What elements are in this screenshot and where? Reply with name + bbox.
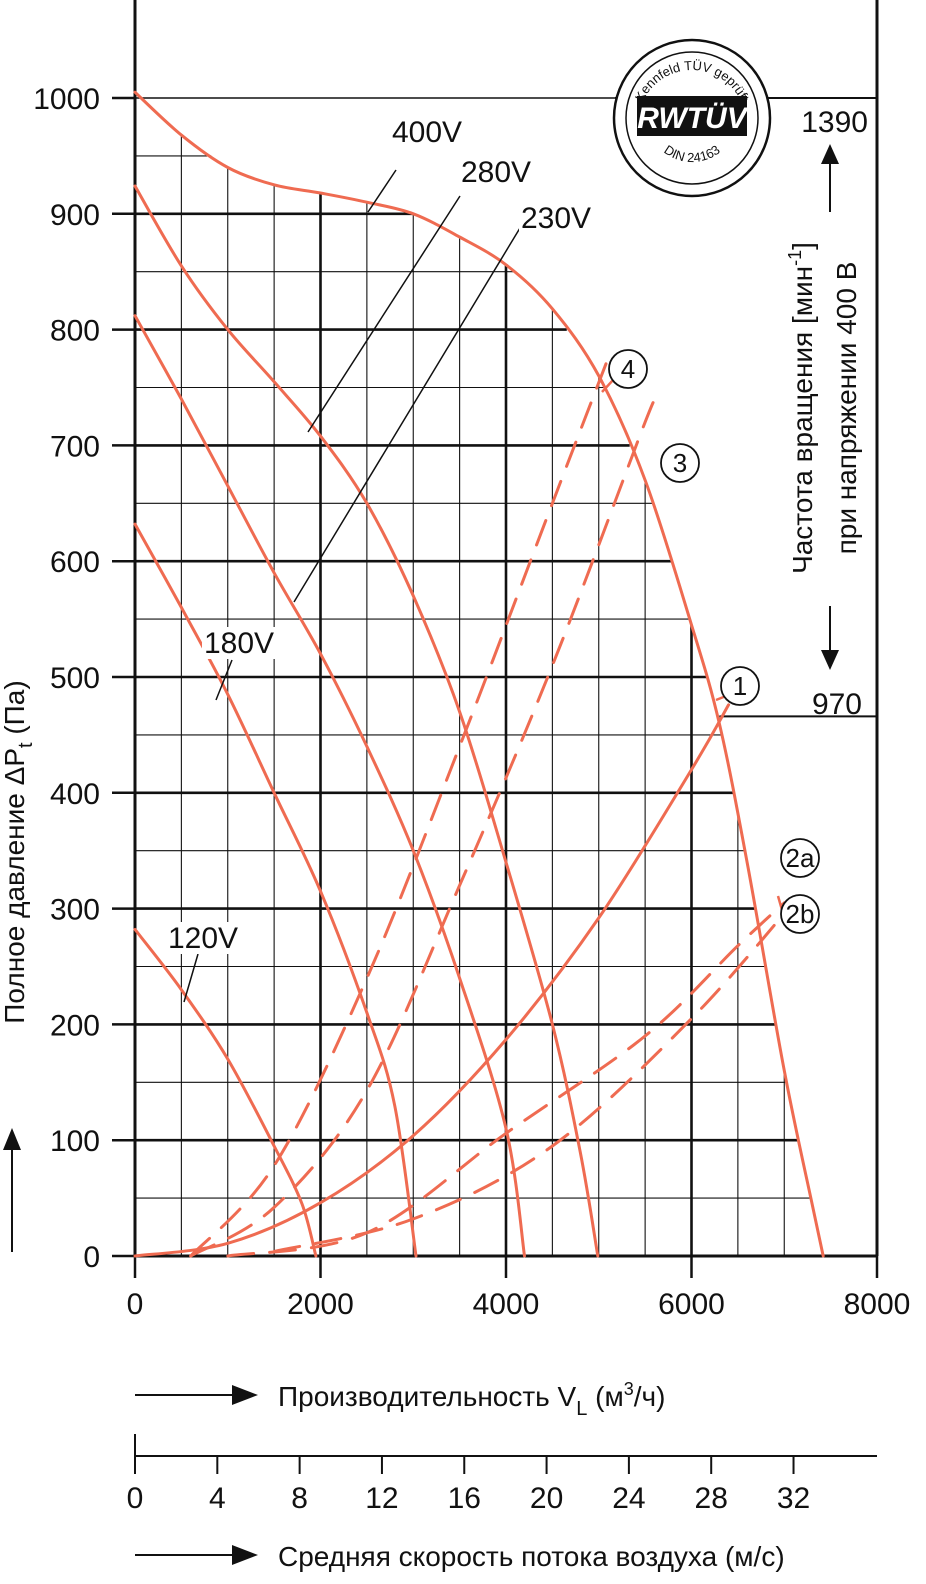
curve-400v: [133, 90, 825, 1258]
badge-bottom-text: DIN 24163: [661, 142, 722, 165]
leader-230v: [293, 227, 521, 603]
leader-400v: [367, 169, 397, 213]
velocity-tick-label: 16: [448, 1482, 481, 1515]
label-bg-280v: [459, 156, 537, 188]
velocity-tick-label: 4: [209, 1482, 226, 1515]
y-tick-label: 200: [50, 1009, 100, 1042]
curve-2b: [226, 901, 786, 1258]
circle-label-2a: 2a: [786, 843, 815, 873]
y-axis-arrow-head: [3, 1128, 21, 1150]
curve-3: [189, 396, 658, 1258]
velocity-tick-label: 28: [695, 1482, 728, 1515]
y-tick-label: 900: [50, 199, 100, 232]
badge-brand-box: [637, 96, 747, 136]
label-leader-lines: [183, 169, 788, 1003]
velocity-tick-label: 32: [777, 1482, 810, 1515]
x-axis-arrow-head: [232, 1385, 258, 1405]
speed-top-value: 1390: [801, 106, 868, 139]
x-tick-labels: 0 2000 4000 6000 8000: [127, 1256, 911, 1321]
curve-label-230v: 230V: [521, 202, 591, 235]
y-tick-label: 500: [50, 662, 100, 695]
velocity-tick-label: 0: [127, 1482, 144, 1515]
velocity-tick-label: 24: [612, 1482, 645, 1515]
rwtuv-badge: Kennfeld TÜV geprüft RWTÜV DIN 24163: [612, 38, 772, 198]
curve-4: [189, 357, 610, 1258]
velocity-axis-title: Средняя скорость потока воздуха (м/с): [278, 1541, 785, 1572]
y-tick-label: 700: [50, 430, 100, 463]
curve-280v: [133, 184, 600, 1258]
circle-label-3: 3: [673, 448, 687, 478]
badge-inner-ring: [625, 51, 759, 185]
curve-labels: 400V 280V 230V 180V 120V 4 3 1 2a 2b: [166, 116, 820, 955]
velocity-tick-label: 8: [291, 1482, 308, 1515]
y-tick-label: 600: [50, 546, 100, 579]
x-tick-label: 2000: [287, 1288, 354, 1321]
circle-marker-2a: [780, 838, 820, 878]
leader-280v: [307, 195, 461, 433]
speed-axis-label-line1: Частота вращения [мин-1]: [785, 242, 818, 574]
badge-brand: RWTÜV: [637, 102, 749, 135]
x-tick-label: 6000: [658, 1288, 725, 1321]
label-bg-120v: [166, 922, 244, 954]
y-tick-label: 100: [50, 1125, 100, 1158]
circle-marker-4: [608, 349, 648, 389]
speed-arrow-down-head: [821, 650, 839, 670]
y-tick-label: 800: [50, 315, 100, 348]
y-tick-label: 400: [50, 778, 100, 811]
speed-bottom-value: 970: [812, 688, 862, 721]
velocity-axis-arrow-head: [232, 1545, 258, 1565]
circle-label-1: 1: [733, 671, 747, 701]
leader-120v: [183, 953, 199, 1003]
curve-120v: [133, 927, 318, 1258]
curve-1: [133, 703, 731, 1258]
y-tick-labels: 0 100 200 300 400 500 600 700 800 900 1000: [33, 83, 135, 1274]
speed-axis-label-line2: при напряжении 400 В: [831, 262, 862, 555]
curve-2a: [272, 895, 800, 1253]
curve-label-180v: 180V: [204, 627, 274, 660]
curve-230v: [133, 314, 526, 1258]
y-tick-label: 0: [83, 1241, 100, 1274]
velocity-tick-label: 12: [365, 1482, 398, 1515]
minor-grid: [135, 135, 811, 1256]
velocity-tick-label: 20: [530, 1482, 563, 1515]
circle-marker-3: [660, 443, 700, 483]
speed-arrow-up-head: [821, 144, 839, 164]
x-axis-title: Производительность VL (м3/ч): [278, 1379, 665, 1420]
label-bg-230v: [519, 202, 597, 234]
circle-label-4: 4: [621, 354, 635, 384]
circle-label-2b: 2b: [786, 899, 815, 929]
curve-label-280v: 280V: [461, 156, 531, 189]
leader-180v: [215, 659, 233, 701]
circle-marker-2b: [780, 894, 820, 934]
velocity-tick-labels: 0 4 8 12 16 20 24 28 32: [127, 1456, 810, 1515]
performance-curves: [133, 90, 825, 1258]
curve-label-400v: 400V: [392, 116, 462, 149]
curve-180v: [133, 522, 418, 1258]
label-bg-180v: [202, 627, 280, 659]
x-tick-label: 4000: [473, 1288, 540, 1321]
y-axis-title: Полное давление ΔPt (Па): [0, 680, 37, 1023]
label-bg-400v: [390, 116, 468, 148]
y-tick-label: 1000: [33, 83, 100, 116]
circle-marker-1: [720, 666, 760, 706]
curve-label-120v: 120V: [168, 922, 238, 955]
circle-leader-4: [601, 378, 615, 393]
y-tick-label: 300: [50, 894, 100, 927]
x-tick-label: 0: [127, 1288, 144, 1321]
x-tick-label: 8000: [844, 1288, 911, 1321]
